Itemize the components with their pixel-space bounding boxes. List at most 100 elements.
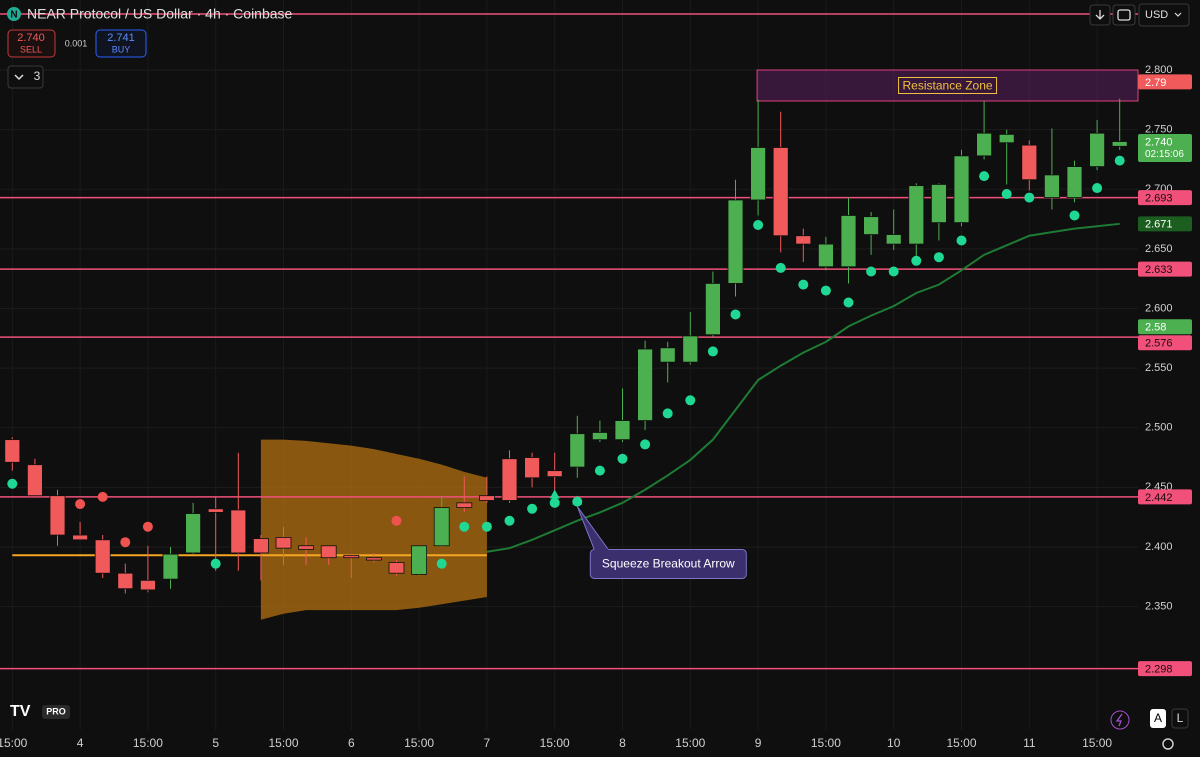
candle-body (230, 509, 247, 554)
level-tag-label: 2.442 (1145, 492, 1173, 504)
sell-price: 2.740 (17, 32, 45, 44)
grid (0, 0, 1138, 730)
signal-dot (549, 497, 560, 508)
x-tick-label: 7 (484, 736, 491, 750)
callout-text: Squeeze Breakout Arrow (602, 557, 735, 571)
price-tag-label: 2.740 (1145, 136, 1173, 148)
signal-dot (7, 478, 18, 489)
y-tick-label: 2.800 (1145, 64, 1173, 76)
candle-body (72, 534, 88, 541)
signal-dot (527, 503, 538, 514)
signal-dot (753, 220, 764, 231)
auto-label: A (1154, 711, 1162, 725)
indicators-toggle[interactable] (7, 65, 44, 89)
layout-button[interactable] (1112, 4, 1136, 26)
currency-button[interactable] (1138, 3, 1190, 27)
signal-dot (685, 395, 696, 406)
candle-body (795, 235, 812, 245)
signal-dot (979, 171, 990, 182)
signal-dot (1092, 183, 1103, 194)
x-tick-label: 15:00 (404, 736, 434, 750)
spread: 0.001 (65, 38, 88, 48)
candle-body (365, 557, 382, 561)
candle-body (1021, 144, 1038, 181)
logo-letter: N (10, 10, 17, 21)
level-tag-label: 2.693 (1145, 192, 1173, 204)
brand-logo: TV (10, 703, 31, 720)
auto-button[interactable] (1150, 709, 1166, 728)
candle-body (569, 433, 586, 468)
level-tag-label: 2.576 (1145, 338, 1173, 350)
x-tick-label: 11 (1023, 736, 1036, 750)
candle-body (885, 234, 902, 245)
candle-body (501, 458, 518, 501)
y-tick-label: 2.500 (1145, 422, 1173, 434)
y-tick-label: 2.600 (1145, 302, 1173, 314)
price-tag (1138, 134, 1192, 163)
sell-button[interactable] (7, 29, 56, 58)
candle-body (953, 155, 970, 224)
price-axis: 2.3502.4002.4502.5002.5502.6002.6502.700… (0, 64, 1192, 750)
x-tick-label: 6 (348, 736, 355, 750)
signal-dot (436, 558, 447, 569)
level-tag-label: 2.633 (1145, 264, 1173, 276)
badge-box (42, 705, 70, 719)
signal-dot (210, 558, 221, 569)
bolt-button[interactable] (1110, 710, 1130, 730)
signal-dot (933, 252, 944, 263)
signal-dot (775, 262, 786, 273)
candle-body (26, 464, 43, 497)
x-tick-label: 15:00 (133, 736, 163, 750)
candle-body (252, 538, 269, 554)
candle-body (659, 347, 676, 363)
candle-body (4, 439, 21, 463)
plot: Resistance Zone Squeeze Breakout Arrow (0, 13, 1139, 670)
log-button[interactable] (1171, 708, 1189, 729)
chevron (1174, 12, 1182, 17)
candle-body (931, 184, 947, 224)
candle-body (162, 553, 179, 580)
logo (7, 7, 21, 21)
signal-dot (1069, 210, 1080, 221)
signal-dot (956, 235, 967, 246)
x-tick-label: 15:00 (0, 736, 28, 750)
signal-dot (391, 515, 402, 526)
zone-label: Resistance Zone (903, 79, 993, 93)
candle-body (185, 513, 202, 554)
sell-label: SELL (20, 44, 42, 54)
signal-dot (481, 521, 492, 532)
buy-price: 2.741 (107, 32, 135, 44)
candle-body (139, 579, 156, 591)
signal-dot (640, 439, 651, 450)
signal-dot (1024, 192, 1035, 203)
candle-body (1089, 132, 1105, 167)
x-tick-label: 10 (887, 736, 901, 750)
candle-body (637, 348, 653, 421)
price-tag-label: 2.79 (1145, 77, 1166, 89)
signal-dot (504, 515, 515, 526)
x-tick-label: 4 (77, 736, 84, 750)
level-tag (1138, 335, 1192, 351)
signal-dot (459, 521, 470, 532)
level-tag (1138, 661, 1192, 677)
x-tick-label: 15:00 (540, 736, 570, 750)
currency: USD (1145, 9, 1168, 21)
candle-body (1111, 141, 1128, 147)
candle-body (998, 133, 1015, 144)
candle-body (207, 508, 224, 513)
signal-dot (911, 255, 922, 266)
candle-body (343, 554, 360, 559)
signal-dot (1114, 155, 1125, 166)
y-tick-label: 2.400 (1145, 541, 1173, 553)
candle-body (1044, 174, 1060, 198)
candle-body (976, 132, 992, 157)
signal-dot (617, 453, 628, 464)
buy-button[interactable] (95, 29, 147, 58)
breakout-marker (572, 495, 583, 505)
countdown: 02:15:06 (1145, 149, 1184, 160)
settings-icon[interactable] (1162, 738, 1174, 750)
signal-dot (707, 346, 718, 357)
signal-dot (866, 266, 877, 277)
